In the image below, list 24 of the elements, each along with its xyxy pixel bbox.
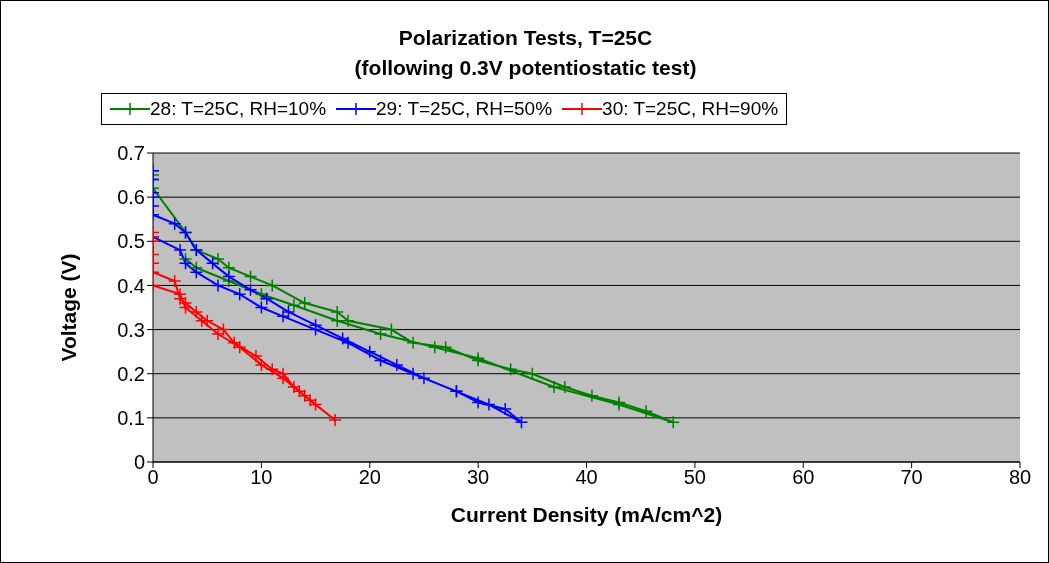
x-tick-label: 20 [358, 466, 381, 489]
y-tick-label: 0.2 [117, 362, 145, 385]
x-tick-label: 50 [683, 466, 706, 489]
x-tick-label: 40 [575, 466, 598, 489]
x-tick-label: 60 [792, 466, 815, 489]
chart-subtitle: (following 0.3V potentiostatic test) [353, 55, 698, 81]
y-tick-label: 0 [133, 451, 145, 474]
legend-label: 30: T=25C, RH=90% [602, 98, 779, 120]
legend-label: 28: T=25C, RH=10% [150, 98, 327, 120]
y-tick-label: 0.7 [117, 142, 145, 165]
y-tick-label: 0.3 [117, 318, 145, 341]
x-tick-label: 30 [467, 466, 490, 489]
x-tick-label: 10 [250, 466, 273, 489]
x-tick-label: 0 [147, 466, 159, 489]
y-tick-label: 0.6 [117, 186, 145, 209]
y-tick-label: 0.5 [117, 230, 145, 253]
y-tick-label: 0.1 [117, 406, 145, 429]
chart-title: Polarization Tests, T=25C [397, 25, 654, 51]
y-axis-title: Voltage (V) [57, 253, 81, 362]
y-tick-label: 0.4 [117, 274, 145, 297]
x-tick-label: 80 [1008, 466, 1032, 489]
x-tick-label: 70 [900, 466, 923, 489]
x-axis-title: Current Density (mA/cm^2) [450, 503, 723, 526]
legend-label: 29: T=25C, RH=50% [376, 98, 553, 120]
